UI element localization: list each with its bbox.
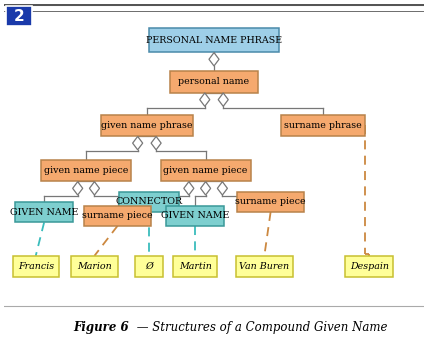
- FancyBboxPatch shape: [71, 256, 118, 277]
- Text: Van Buren: Van Buren: [239, 262, 289, 271]
- Polygon shape: [200, 93, 210, 106]
- FancyBboxPatch shape: [236, 256, 293, 277]
- FancyBboxPatch shape: [160, 160, 251, 181]
- FancyBboxPatch shape: [84, 206, 151, 226]
- Polygon shape: [201, 182, 211, 195]
- Text: 2: 2: [14, 9, 25, 23]
- FancyBboxPatch shape: [13, 256, 59, 277]
- Polygon shape: [73, 182, 83, 195]
- Polygon shape: [151, 136, 161, 150]
- FancyBboxPatch shape: [119, 192, 179, 212]
- Polygon shape: [217, 182, 227, 195]
- Text: GIVEN NAME: GIVEN NAME: [161, 211, 229, 220]
- Text: personal name: personal name: [178, 77, 250, 86]
- Polygon shape: [184, 182, 194, 195]
- FancyBboxPatch shape: [6, 6, 33, 26]
- Text: Martin: Martin: [178, 262, 211, 271]
- Text: surname piece: surname piece: [235, 197, 306, 206]
- Text: Ø: Ø: [145, 262, 153, 271]
- FancyBboxPatch shape: [166, 206, 224, 226]
- FancyBboxPatch shape: [149, 28, 279, 52]
- Polygon shape: [89, 182, 99, 195]
- Text: PERSONAL NAME PHRASE: PERSONAL NAME PHRASE: [146, 36, 282, 45]
- Polygon shape: [133, 136, 143, 150]
- Text: given name piece: given name piece: [163, 166, 248, 175]
- FancyBboxPatch shape: [345, 256, 393, 277]
- FancyBboxPatch shape: [173, 256, 217, 277]
- Polygon shape: [209, 53, 219, 66]
- Text: GIVEN NAME: GIVEN NAME: [10, 208, 78, 217]
- Text: Francis: Francis: [18, 262, 54, 271]
- Polygon shape: [218, 93, 228, 106]
- FancyBboxPatch shape: [41, 160, 131, 181]
- Text: surname piece: surname piece: [82, 211, 153, 220]
- FancyBboxPatch shape: [15, 202, 74, 222]
- Text: given name phrase: given name phrase: [101, 121, 193, 130]
- Text: CONNECTOR: CONNECTOR: [116, 197, 183, 206]
- Text: surname phrase: surname phrase: [284, 121, 362, 130]
- Text: — Structures of a Compound Given Name: — Structures of a Compound Given Name: [133, 321, 387, 334]
- FancyBboxPatch shape: [281, 115, 365, 136]
- FancyBboxPatch shape: [101, 115, 193, 136]
- Text: Despain: Despain: [350, 262, 389, 271]
- FancyBboxPatch shape: [170, 71, 258, 93]
- FancyBboxPatch shape: [135, 256, 163, 277]
- Text: Marion: Marion: [77, 262, 112, 271]
- Text: Figure 6: Figure 6: [73, 321, 128, 334]
- Text: given name piece: given name piece: [44, 166, 128, 175]
- FancyBboxPatch shape: [238, 192, 304, 212]
